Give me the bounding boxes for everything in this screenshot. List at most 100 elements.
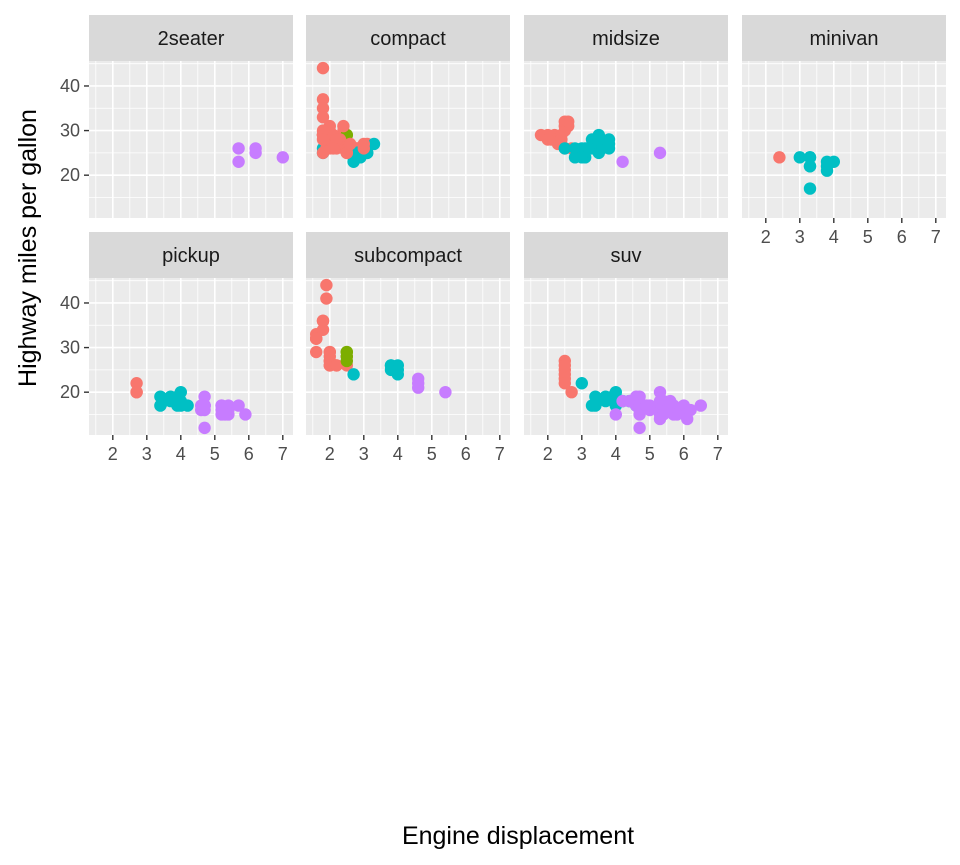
- data-point: [239, 408, 252, 421]
- points-group: [232, 142, 289, 169]
- data-point: [694, 399, 707, 412]
- x-tick-label: 5: [427, 444, 437, 464]
- data-point: [670, 408, 684, 421]
- x-tick-label: 3: [577, 444, 587, 464]
- data-point: [316, 314, 330, 328]
- facet-panel-pickup: pickup 20 30 40 2 3 4 5 6 7: [60, 232, 293, 464]
- data-point: [340, 345, 353, 359]
- data-point: [541, 133, 554, 146]
- y-tick-label: 20: [60, 165, 80, 185]
- data-point: [575, 151, 588, 164]
- x-tick-label: 6: [461, 444, 471, 464]
- data-point: [130, 385, 143, 399]
- points-group: [310, 278, 452, 399]
- data-point: [316, 146, 330, 160]
- y-tick-label: 30: [60, 338, 80, 358]
- data-point: [232, 142, 245, 155]
- data-point: [592, 133, 605, 146]
- data-point: [316, 124, 330, 137]
- x-tick-label: 2: [761, 227, 771, 247]
- x-tick-label: 7: [713, 444, 723, 464]
- x-tick-label: 6: [897, 227, 907, 247]
- points-group: [316, 61, 381, 169]
- data-point: [316, 102, 330, 115]
- data-point: [174, 385, 187, 399]
- y-tick-label: 40: [60, 76, 80, 96]
- data-point: [391, 363, 404, 377]
- x-tick-label: 5: [210, 444, 220, 464]
- x-tick-label: 6: [244, 444, 254, 464]
- data-point: [616, 155, 629, 169]
- x-tick-label: 7: [278, 444, 288, 464]
- data-point: [803, 160, 817, 173]
- data-point: [330, 359, 343, 372]
- data-point: [820, 164, 834, 177]
- facet-strip: [306, 232, 510, 278]
- data-point: [232, 155, 245, 169]
- x-axis-title: Engine displacement: [402, 822, 634, 850]
- facet-strip-label: midsize: [592, 28, 660, 50]
- data-point: [803, 182, 817, 195]
- x-tick-label: 7: [931, 227, 941, 247]
- data-point: [316, 110, 330, 124]
- data-point: [412, 377, 425, 390]
- data-point: [316, 323, 330, 336]
- facet-panel-suv: suv 2 3 4 5 6 7: [524, 232, 728, 464]
- data-point: [793, 151, 806, 164]
- x-tick-label: 2: [325, 444, 335, 464]
- points-group: [558, 354, 707, 435]
- data-point: [640, 399, 653, 412]
- data-point: [310, 332, 323, 345]
- facet-strip-label: suv: [610, 245, 641, 267]
- data-point: [232, 399, 245, 412]
- data-point: [198, 421, 211, 435]
- x-tick-label: 2: [108, 444, 118, 464]
- data-point: [344, 137, 357, 151]
- data-point: [609, 408, 622, 421]
- data-point: [249, 146, 262, 160]
- data-point: [347, 368, 360, 381]
- points-group: [130, 377, 252, 435]
- points-group: [773, 151, 840, 195]
- data-point: [357, 137, 370, 151]
- data-point: [660, 403, 673, 417]
- data-point: [589, 390, 602, 403]
- panel-background: [306, 278, 510, 435]
- facet-strip-label: pickup: [162, 245, 220, 267]
- data-point: [316, 61, 330, 75]
- data-point: [633, 421, 646, 435]
- x-tick-label: 3: [795, 227, 805, 247]
- data-point: [276, 151, 289, 164]
- x-tick-label: 4: [176, 444, 186, 464]
- data-point: [558, 377, 571, 390]
- facet-strip: [524, 15, 728, 61]
- x-tick-label: 4: [829, 227, 839, 247]
- x-tick-label: 5: [645, 444, 655, 464]
- data-point: [602, 137, 616, 151]
- y-axis-title: Highway miles per gallon: [14, 109, 42, 387]
- panels-layer: 2seater 20 30 40 compact midsize minivan 2 3 4 5 6 7…: [60, 15, 946, 464]
- facet-panel-subcompact: subcompact 2 3 4 5 6 7: [306, 232, 510, 464]
- data-point: [653, 146, 667, 160]
- facet-strip: [89, 232, 293, 278]
- data-point: [327, 142, 340, 155]
- data-point: [215, 399, 228, 412]
- data-point: [575, 377, 588, 390]
- y-tick-label: 40: [60, 293, 80, 313]
- data-point: [565, 385, 578, 399]
- facet-strip-label: compact: [370, 28, 446, 50]
- data-point: [558, 359, 571, 372]
- x-tick-label: 4: [611, 444, 621, 464]
- data-point: [599, 394, 612, 408]
- data-point: [589, 399, 602, 412]
- data-point: [130, 377, 143, 390]
- x-tick-label: 4: [393, 444, 403, 464]
- data-point: [558, 142, 571, 155]
- data-point: [316, 133, 330, 146]
- data-point: [684, 403, 697, 417]
- data-point: [157, 394, 170, 408]
- data-point: [633, 390, 646, 403]
- panel-background: [524, 278, 728, 435]
- facet-panel-midsize: midsize: [524, 15, 728, 218]
